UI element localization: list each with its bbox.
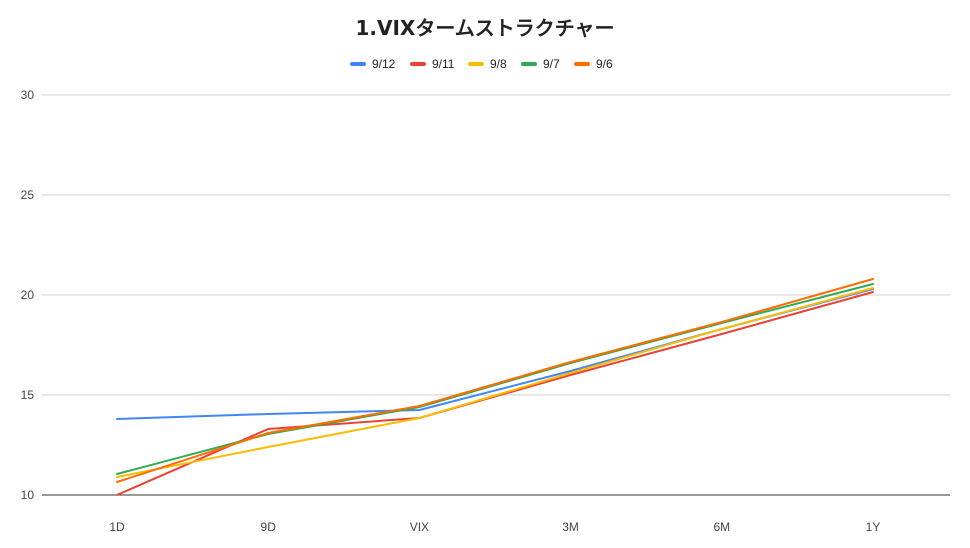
legend-label: 9/6 [596, 57, 613, 71]
plot-area [116, 278, 874, 496]
legend-label: 9/12 [372, 57, 396, 71]
legend-label: 9/11 [432, 57, 455, 71]
legend-item[interactable]: 9/12 [350, 57, 396, 71]
legend-item[interactable]: 9/8 [468, 57, 507, 71]
y-tick-label: 25 [21, 188, 35, 202]
y-axis: 10 15 20 25 30 [21, 88, 35, 502]
legend-item[interactable]: 9/6 [574, 57, 613, 71]
x-axis: 1D 9D VIX 3M 6M 1Y [109, 520, 880, 534]
y-tick-label: 15 [21, 388, 35, 402]
x-tick-label: 1Y [866, 520, 881, 534]
legend-label: 9/8 [490, 57, 507, 71]
x-tick-label: 9D [261, 520, 277, 534]
series-line-9-6 [116, 278, 874, 483]
y-tick-label: 30 [21, 88, 35, 102]
x-tick-label: 3M [562, 520, 579, 534]
chart-title: 1.VIXタームストラクチャー [355, 16, 614, 40]
series-line-9-11 [116, 291, 874, 496]
legend: 9/12 9/11 9/8 9/7 9/6 [350, 57, 613, 71]
legend-label: 9/7 [543, 57, 560, 71]
x-tick-label: 6M [713, 520, 730, 534]
series-line-9-8 [116, 287, 874, 478]
legend-item[interactable]: 9/11 [410, 57, 455, 71]
y-tick-label: 20 [21, 288, 35, 302]
x-tick-label: 1D [109, 520, 125, 534]
legend-item[interactable]: 9/7 [521, 57, 560, 71]
y-tick-label: 10 [21, 488, 35, 502]
x-tick-label: VIX [410, 520, 429, 534]
series-line-9-12 [116, 288, 874, 420]
